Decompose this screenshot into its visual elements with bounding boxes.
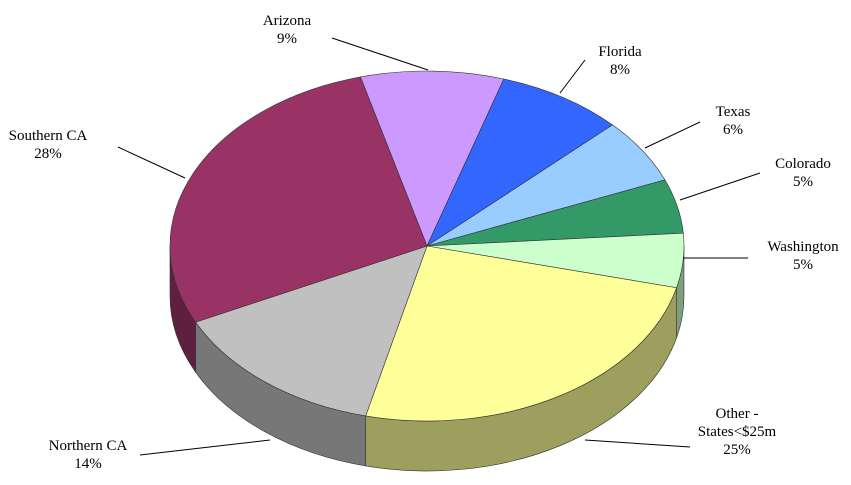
- category-name: Washington: [767, 239, 839, 255]
- value-label: 9%: [277, 31, 297, 47]
- slice-label: Other - States<$25m 25%: [687, 405, 787, 459]
- category-name: Florida: [598, 44, 642, 60]
- leader-line: [559, 59, 586, 94]
- slice-label: Texas 6%: [683, 103, 783, 139]
- category-name: Other - States<$25m: [697, 406, 777, 440]
- slice: [169, 76, 428, 323]
- leader-line: [139, 439, 271, 456]
- leader-line: [117, 146, 186, 179]
- value-label: 28%: [34, 146, 62, 162]
- category-name: Colorado: [775, 156, 831, 172]
- leader-line: [331, 37, 429, 71]
- category-name: Northern CA: [48, 438, 128, 454]
- value-label: 25%: [723, 442, 751, 458]
- value-label: 5%: [793, 257, 813, 273]
- slice-label: Washington 5%: [748, 238, 851, 274]
- value-label: 6%: [723, 122, 743, 138]
- value-label: 14%: [74, 456, 102, 472]
- slice: [426, 78, 614, 247]
- value-label: 5%: [793, 174, 813, 190]
- leader-line: [679, 172, 761, 201]
- slice-label: Northern CA 14%: [33, 437, 143, 473]
- slice-label: Colorado 5%: [753, 155, 851, 191]
- slice-label: Florida 8%: [570, 43, 670, 79]
- leader-line: [644, 121, 701, 149]
- category-name: Arizona: [262, 13, 312, 29]
- value-label: 8%: [610, 62, 630, 78]
- slice: [195, 245, 428, 417]
- slice-label: Arizona 9%: [237, 12, 337, 48]
- category-name: Southern CA: [8, 128, 88, 144]
- slice: [365, 245, 677, 422]
- leader-line: [584, 439, 691, 448]
- slice-label: Southern CA 28%: [0, 127, 98, 163]
- slice: [360, 70, 505, 247]
- category-name: Texas: [715, 104, 751, 120]
